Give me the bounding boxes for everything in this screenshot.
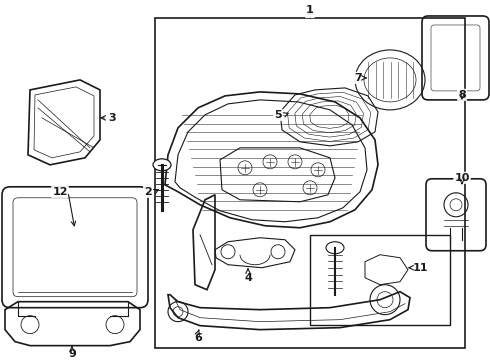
Ellipse shape bbox=[326, 242, 344, 254]
Text: 4: 4 bbox=[244, 273, 252, 283]
Text: 1: 1 bbox=[306, 5, 314, 15]
Bar bbox=[155, 18, 465, 348]
Bar bbox=[310, 235, 450, 325]
Text: 3: 3 bbox=[108, 113, 116, 123]
Text: 8: 8 bbox=[458, 90, 466, 100]
Text: 5: 5 bbox=[274, 110, 282, 120]
Text: 10: 10 bbox=[454, 173, 470, 183]
Text: 2: 2 bbox=[144, 187, 152, 197]
Text: 7: 7 bbox=[354, 73, 362, 83]
Ellipse shape bbox=[153, 159, 171, 171]
Text: 6: 6 bbox=[194, 333, 202, 343]
Text: 11: 11 bbox=[412, 263, 428, 273]
Text: 9: 9 bbox=[68, 348, 76, 359]
Text: 1: 1 bbox=[306, 7, 314, 17]
Text: 12: 12 bbox=[52, 187, 68, 197]
